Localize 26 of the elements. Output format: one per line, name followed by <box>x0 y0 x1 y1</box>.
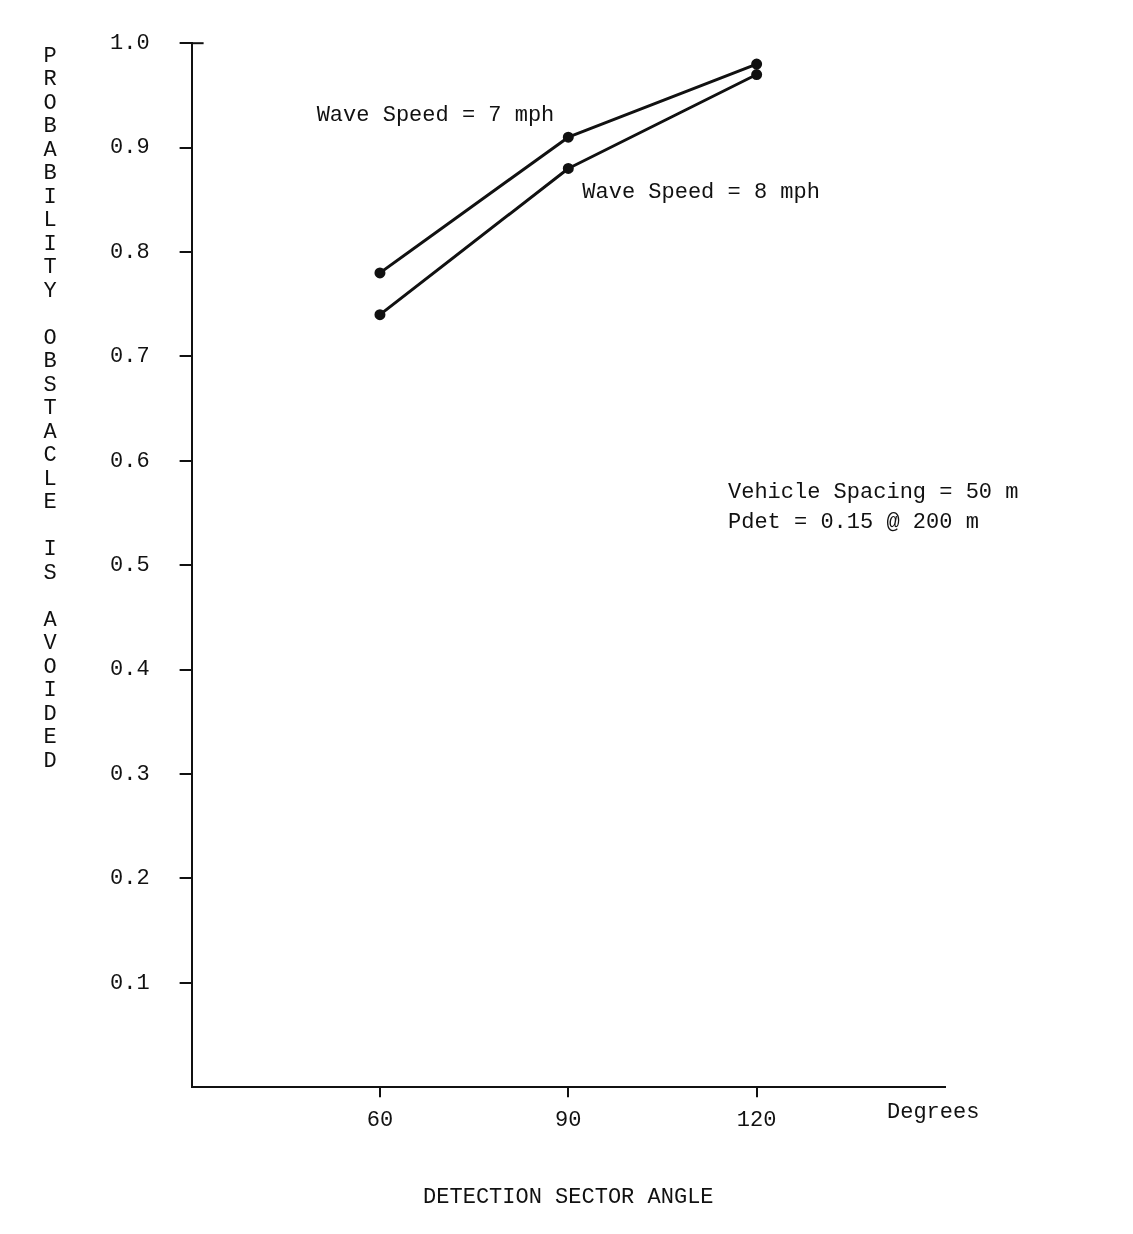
point <box>562 131 574 143</box>
x-axis-title: DETECTION SECTOR ANGLE <box>423 1184 714 1210</box>
point <box>374 309 386 321</box>
y-tick-label: 0.6 <box>110 448 150 474</box>
y-tick-label: 0.5 <box>110 553 150 579</box>
series-label: Wave Speed = 7 mph <box>316 102 555 128</box>
point <box>562 162 574 174</box>
x-tick-label: 60 <box>366 1108 394 1134</box>
y-tick-label: 0.7 <box>110 344 150 370</box>
x-tick-label: 90 <box>555 1108 582 1134</box>
point <box>751 69 763 81</box>
y-tick-label: 0.1 <box>110 970 150 996</box>
point <box>374 267 386 279</box>
text: PROBABILITY OBSTACLE IS AVOIDED <box>43 43 57 774</box>
y-tick-label: 1.0 <box>110 31 150 57</box>
y-tick-label: 0.3 <box>110 761 150 787</box>
annotation: Vehicle Spacing = 50 m <box>728 479 1019 505</box>
text: Degrees <box>887 1100 980 1126</box>
y-tick-label: 0.9 <box>110 135 150 161</box>
y-tick-label: 0.2 <box>110 866 150 892</box>
y-tick-label: 0.4 <box>110 657 150 683</box>
x-tick-label: 120 <box>736 1108 777 1134</box>
y-tick-label: 0.8 <box>110 239 150 265</box>
point <box>751 58 763 70</box>
series-label: Wave Speed = 8 mph <box>582 180 820 206</box>
annotation: Pdet = 0.15 @ 200 m <box>728 509 979 535</box>
